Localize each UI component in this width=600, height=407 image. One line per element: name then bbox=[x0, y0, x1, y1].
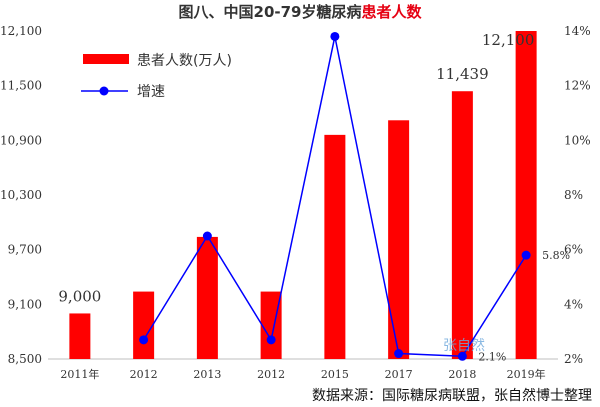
left-tick-label: 11,500 bbox=[0, 79, 42, 93]
plot-area: 8,500 9,100 9,700 10,300 10,900 11,500 12,100 2… bbox=[0, 24, 591, 381]
left-tick-label: 9,100 bbox=[8, 297, 42, 311]
right-tick-label: 8% bbox=[564, 188, 583, 202]
right-tick-label: 14% bbox=[564, 24, 591, 38]
left-tick-label: 10,300 bbox=[0, 188, 42, 202]
right-tick-label: 10% bbox=[564, 133, 591, 147]
bar bbox=[324, 134, 346, 359]
bar bbox=[515, 31, 537, 359]
right-tick-label: 6% bbox=[564, 243, 583, 257]
right-tick-label: 2% bbox=[564, 352, 583, 366]
growth-point bbox=[139, 335, 149, 345]
legend: 患者人数(万人) 增速 bbox=[81, 53, 232, 100]
right-tick-label: 4% bbox=[564, 297, 583, 311]
legend-line-label: 增速 bbox=[137, 84, 165, 100]
bar bbox=[451, 91, 473, 360]
x-tick-label: 2015 bbox=[321, 368, 349, 381]
x-tick-label: 2012 bbox=[130, 368, 158, 381]
bar-data-label: 11,439 bbox=[436, 65, 489, 83]
bar bbox=[260, 291, 282, 359]
left-tick-label: 8,500 bbox=[8, 352, 42, 366]
left-tick-label: 9,700 bbox=[8, 243, 42, 257]
x-tick-label: 2013 bbox=[193, 368, 221, 381]
watermark: 张自然 bbox=[443, 337, 485, 354]
growth-point bbox=[330, 31, 340, 41]
growth-point bbox=[457, 351, 467, 361]
x-tick-label: 2012 bbox=[257, 368, 285, 381]
bar-data-label: 9,000 bbox=[58, 287, 101, 305]
bar bbox=[388, 120, 410, 360]
chart-title-prefix: 图八、中国20-79岁糖尿病 bbox=[179, 3, 362, 21]
line-data-label: 2.1% bbox=[478, 350, 506, 363]
growth-point bbox=[521, 250, 531, 260]
chart-title-highlight: 患者人数 bbox=[361, 3, 422, 21]
growth-point bbox=[394, 349, 404, 359]
chart-title: 图八、中国20-79岁糖尿病患者人数 bbox=[179, 3, 423, 21]
x-tick-label: 2017 bbox=[385, 368, 413, 381]
x-tick-label: 2011年 bbox=[60, 367, 99, 381]
x-tick-label: 2018 bbox=[448, 368, 476, 381]
growth-point bbox=[202, 231, 212, 241]
left-tick-label: 10,900 bbox=[0, 133, 42, 147]
source-note: 数据来源：国际糖尿病联盟，张自然博士整理 bbox=[312, 387, 592, 404]
right-tick-label: 12% bbox=[564, 79, 591, 93]
growth-point bbox=[266, 335, 276, 345]
bar bbox=[69, 313, 91, 359]
legend-bar-label: 患者人数(万人) bbox=[137, 53, 232, 69]
left-tick-label: 12,100 bbox=[0, 24, 42, 38]
line-data-label: 5.8% bbox=[542, 249, 570, 262]
legend-bar-swatch bbox=[83, 54, 129, 64]
legend-line-marker bbox=[99, 86, 109, 96]
x-tick-label: 2019年 bbox=[507, 367, 546, 381]
bar bbox=[133, 291, 155, 359]
bar bbox=[196, 236, 218, 359]
bar-data-label: 12,100 bbox=[482, 31, 535, 49]
